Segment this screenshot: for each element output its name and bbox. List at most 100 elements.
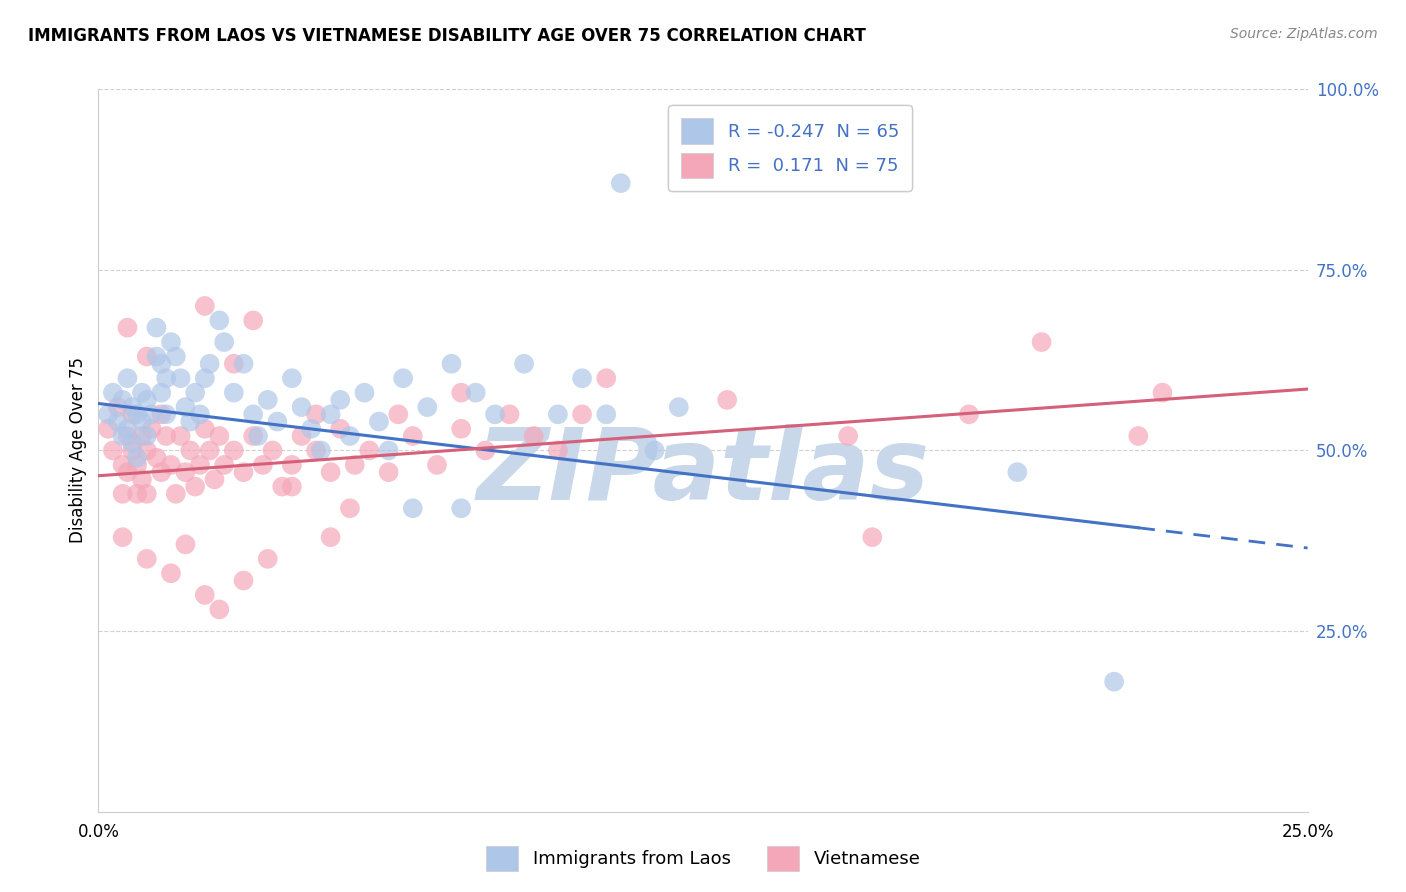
Point	[150, 357, 173, 371]
Point	[208, 313, 231, 327]
Point	[198, 357, 221, 371]
Point	[498, 407, 520, 421]
Point	[194, 371, 217, 385]
Point	[450, 385, 472, 400]
Point	[305, 407, 328, 421]
Point	[111, 458, 134, 472]
Point	[117, 422, 139, 436]
Point	[208, 602, 231, 616]
Point	[101, 443, 124, 458]
Point	[266, 415, 288, 429]
Point	[127, 487, 149, 501]
Point	[111, 487, 134, 501]
Point	[222, 357, 245, 371]
Point	[319, 530, 342, 544]
Point	[117, 465, 139, 479]
Point	[547, 443, 569, 458]
Point	[145, 450, 167, 465]
Point	[484, 407, 506, 421]
Point	[97, 407, 120, 421]
Point	[242, 429, 264, 443]
Point	[299, 422, 322, 436]
Point	[165, 487, 187, 501]
Point	[368, 415, 391, 429]
Point	[117, 320, 139, 334]
Text: IMMIGRANTS FROM LAOS VS VIETNAMESE DISABILITY AGE OVER 75 CORRELATION CHART: IMMIGRANTS FROM LAOS VS VIETNAMESE DISAB…	[28, 27, 866, 45]
Point	[111, 530, 134, 544]
Point	[204, 472, 226, 486]
Point	[131, 385, 153, 400]
Point	[184, 480, 207, 494]
Point	[188, 458, 211, 472]
Point	[281, 371, 304, 385]
Point	[571, 407, 593, 421]
Point	[242, 313, 264, 327]
Point	[208, 429, 231, 443]
Point	[450, 422, 472, 436]
Point	[141, 407, 163, 421]
Point	[513, 357, 536, 371]
Point	[377, 443, 399, 458]
Point	[165, 350, 187, 364]
Point	[97, 422, 120, 436]
Point	[668, 400, 690, 414]
Point	[319, 465, 342, 479]
Point	[127, 407, 149, 421]
Point	[141, 422, 163, 436]
Point	[464, 385, 486, 400]
Point	[222, 443, 245, 458]
Point	[319, 407, 342, 421]
Point	[232, 465, 254, 479]
Point	[155, 429, 177, 443]
Point	[160, 566, 183, 581]
Point	[256, 392, 278, 407]
Point	[343, 458, 366, 472]
Point	[1031, 334, 1053, 349]
Point	[174, 465, 197, 479]
Point	[309, 443, 332, 458]
Point	[595, 407, 617, 421]
Point	[247, 429, 270, 443]
Point	[160, 334, 183, 349]
Point	[155, 407, 177, 421]
Point	[416, 400, 439, 414]
Point	[1102, 674, 1125, 689]
Point	[232, 574, 254, 588]
Point	[160, 458, 183, 472]
Point	[290, 429, 312, 443]
Point	[377, 465, 399, 479]
Point	[329, 422, 352, 436]
Point	[610, 176, 633, 190]
Point	[232, 357, 254, 371]
Point	[150, 407, 173, 421]
Point	[117, 429, 139, 443]
Point	[957, 407, 980, 421]
Point	[860, 530, 883, 544]
Point	[450, 501, 472, 516]
Point	[339, 501, 361, 516]
Point	[440, 357, 463, 371]
Legend: R = -0.247  N = 65, R =  0.171  N = 75: R = -0.247 N = 65, R = 0.171 N = 75	[668, 105, 911, 191]
Point	[290, 400, 312, 414]
Point	[121, 400, 143, 414]
Point	[716, 392, 738, 407]
Point	[150, 385, 173, 400]
Point	[329, 392, 352, 407]
Point	[222, 385, 245, 400]
Point	[179, 415, 201, 429]
Legend: Immigrants from Laos, Vietnamese: Immigrants from Laos, Vietnamese	[478, 838, 928, 879]
Point	[198, 443, 221, 458]
Point	[837, 429, 859, 443]
Point	[135, 429, 157, 443]
Point	[242, 407, 264, 421]
Point	[169, 429, 191, 443]
Point	[256, 551, 278, 566]
Point	[131, 415, 153, 429]
Text: ZIPatlas: ZIPatlas	[477, 424, 929, 521]
Point	[194, 422, 217, 436]
Point	[145, 350, 167, 364]
Point	[184, 385, 207, 400]
Point	[547, 407, 569, 421]
Point	[281, 458, 304, 472]
Point	[145, 320, 167, 334]
